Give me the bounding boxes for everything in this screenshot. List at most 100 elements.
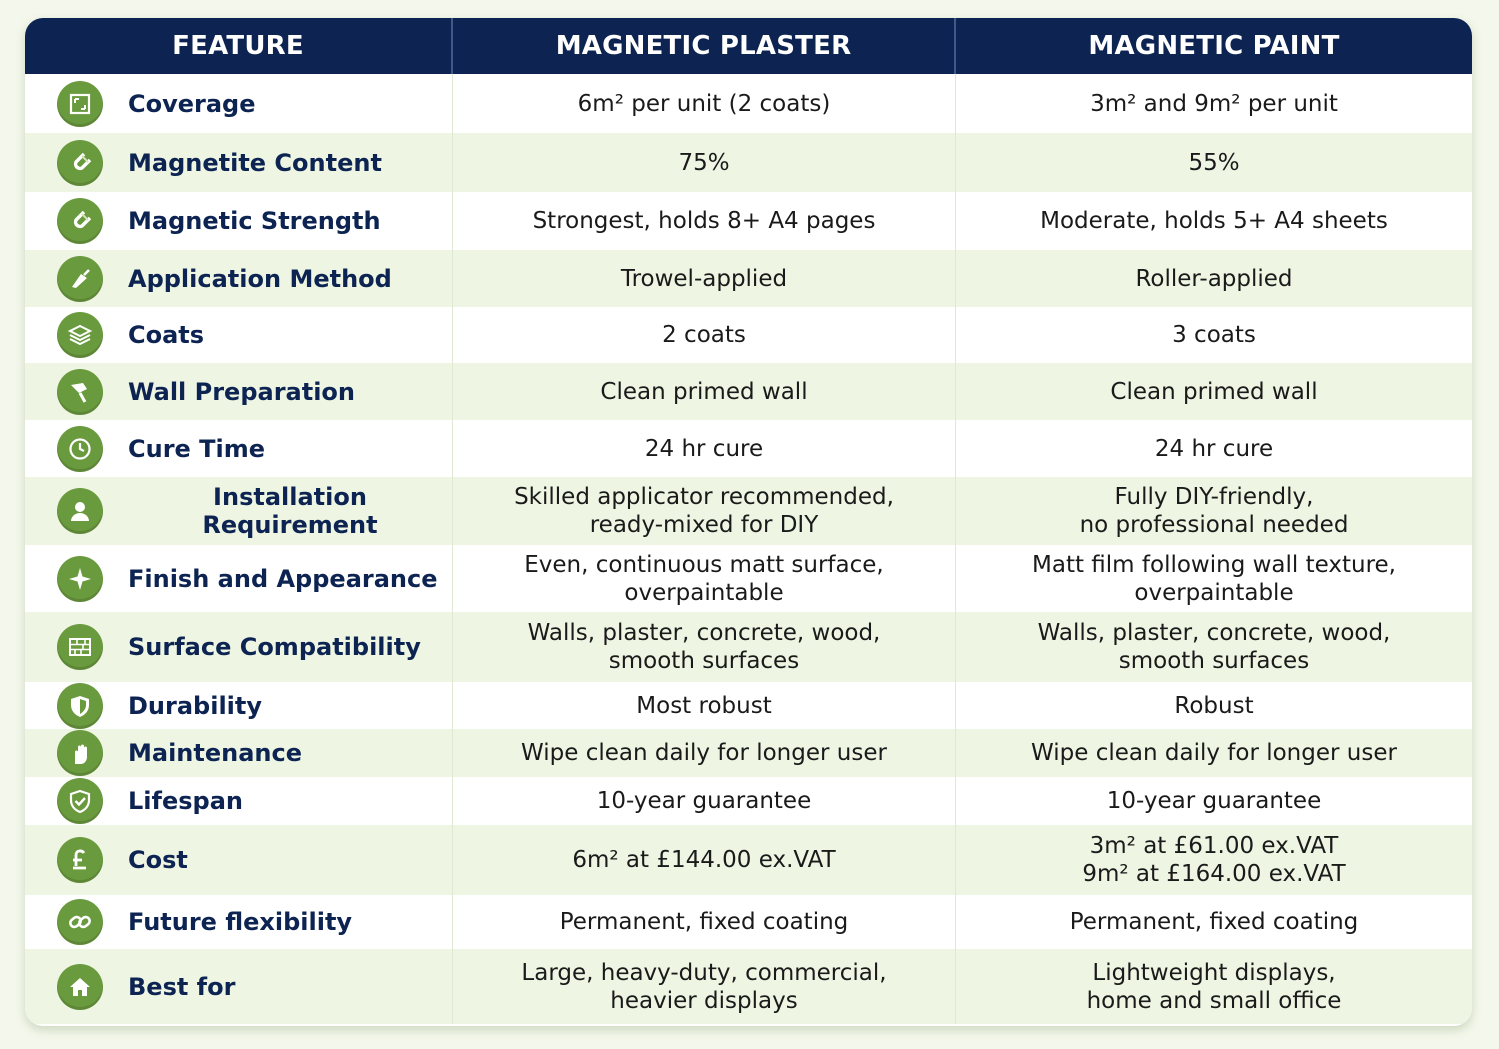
paint-cell: Clean primed wall [1110,378,1318,405]
paint-cell: Wipe clean daily for longer user [1031,740,1397,766]
table-header: FEATURE MAGNETIC PLASTER MAGNETIC PAINT [25,18,1472,74]
area-frame-icon [57,80,103,127]
home-icon [57,963,103,1010]
table-row: Future flexibility Permanent, fixed coati… [25,895,1472,949]
comparison-table: FEATURE MAGNETIC PLASTER MAGNETIC PAINT … [25,18,1472,1026]
feature-cell: Magnetic Strength [25,192,453,250]
paint-cell: Moderate, holds 5+ A4 sheets [1040,208,1388,234]
brick-wall-icon [57,624,103,670]
plaster-cell: 2 coats [453,307,956,363]
plaster-cell: 6m² per unit (2 coats) [453,74,956,133]
feature-cell: Maintenance [25,729,453,777]
feature-cell: Best for [25,949,453,1024]
plaster-cell: Walls, plaster, concrete, wood, smooth s… [453,612,956,682]
paint-cell: 55% [1188,149,1240,176]
table-row: Application Method Trowel-applied Roller-a… [25,250,1472,307]
plaster-cell: Strongest, holds 8+ A4 pages [453,192,956,250]
table-row: Finish and Appearance Even, continuous ma… [25,545,1472,612]
feature-label: Cost [128,846,188,874]
plaster-cell: Trowel-applied [453,250,956,307]
trowel-icon [57,255,103,302]
paint-cell: Walls, plaster, concrete, wood, smooth s… [1037,620,1391,674]
paint-cell: Robust [1174,692,1254,719]
feature-cell: Coverage [25,74,453,133]
table-row: Lifespan 10-year guarantee 10-year guarant… [25,777,1472,825]
feature-label: Magnetite Content [128,148,382,177]
table-row: Maintenance Wipe clean daily for longer u… [25,729,1472,777]
plaster-cell: 24 hr cure [453,420,956,477]
feature-label: Coats [128,321,205,349]
plaster-cell: Wipe clean daily for longer user [453,729,956,777]
table-row: Best for Large, heavy-duty, commercial, h… [25,949,1472,1024]
plaster-cell: 10-year guarantee [453,777,956,825]
feature-label: Installation Requirement [202,483,378,539]
layers-icon [57,312,103,358]
table-row: Durability Most robust Robust [25,682,1472,729]
clock-icon [57,425,103,472]
feature-label: Application Method [128,264,392,293]
feature-cell: Wall Preparation [25,363,453,420]
feature-label: Durability [128,691,263,720]
feature-label: Finish and Appearance [128,564,438,593]
plaster-cell: Clean primed wall [453,363,956,420]
feature-cell: Durability [25,682,453,729]
sparkle-icon [57,555,103,602]
feature-cell: Coats [25,307,453,363]
table-row: Coverage 6m² per unit (2 coats) 3m² and 9m… [25,74,1472,133]
table-row: Magnetic Strength Strongest, holds 8+ A4 … [25,192,1472,250]
paint-cell: Fully DIY-friendly, no professional need… [1079,484,1349,538]
plaster-cell: Large, heavy-duty, commercial, heavier d… [453,949,956,1024]
feature-label: Maintenance [128,739,303,767]
header-magnetic-plaster: MAGNETIC PLASTER [453,18,956,74]
feature-label: Surface Compatibility [128,633,421,661]
table-row: Cost 6m² at £144.00 ex.VAT 3m² at £61.00 e… [25,825,1472,895]
table-body: Coverage 6m² per unit (2 coats) 3m² and 9m… [25,74,1472,1024]
table-row: Surface Compatibility Walls, plaster, con… [25,612,1472,682]
feature-cell: Cost [25,825,453,895]
chain-link-icon [57,899,103,945]
table-row: Wall Preparation Clean primed wall Clean p… [25,363,1472,420]
feature-cell: Installation Requirement [25,477,453,545]
header-feature: FEATURE [25,18,453,74]
feature-cell: Cure Time [25,420,453,477]
table-row: Coats 2 coats 3 coats [25,307,1472,363]
table-row: Cure Time 24 hr cure 24 hr cure [25,420,1472,477]
feature-label: Lifespan [128,787,243,815]
feature-cell: Finish and Appearance [25,545,453,612]
paint-cell: 24 hr cure [1154,435,1274,462]
plaster-cell: Permanent, fixed coating [453,895,956,949]
plaster-cell: 75% [453,133,956,192]
feature-cell: Surface Compatibility [25,612,453,682]
paint-cell: Lightweight displays, home and small off… [1086,959,1342,1014]
paint-cell: 3 coats [1172,322,1256,348]
feature-label: Best for [128,972,236,1001]
paint-cell: Matt film following wall texture, overpa… [1032,551,1396,606]
plaster-cell: Most robust [453,682,956,729]
feature-label: Coverage [128,89,256,118]
paint-cell: 10-year guarantee [1106,788,1322,814]
feature-label: Cure Time [128,434,266,463]
feature-label: Future flexibility [128,908,353,936]
plaster-cell: Even, continuous matt surface, overpaint… [453,545,956,612]
feature-cell: Future flexibility [25,895,453,949]
table-row: Installation Requirement Skilled applicat… [25,477,1472,545]
user-icon [57,488,103,534]
paint-cell: 3m² and 9m² per unit [1090,90,1338,117]
feature-cell: Lifespan [25,777,453,825]
magnet-icon [57,198,103,244]
feature-label: Magnetic Strength [128,207,381,235]
plaster-cell: 6m² at £144.00 ex.VAT [453,825,956,895]
paint-cell: 3m² at £61.00 ex.VAT 9m² at £164.00 ex.V… [1082,833,1346,887]
pound-icon [57,837,103,883]
table-row: Magnetite Content 75% 55% [25,133,1472,192]
shield-check-icon [57,778,103,824]
plaster-cell: Skilled applicator recommended, ready-mi… [453,477,956,545]
feature-cell: Magnetite Content [25,133,453,192]
paint-cell: Permanent, fixed coating [1069,909,1359,935]
feature-cell: Application Method [25,250,453,307]
feature-label: Wall Preparation [128,377,356,406]
magnet-icon [57,139,103,186]
paint-cell: Roller-applied [1135,265,1293,292]
hand-wipe-icon [57,730,103,776]
brush-icon [57,368,103,415]
